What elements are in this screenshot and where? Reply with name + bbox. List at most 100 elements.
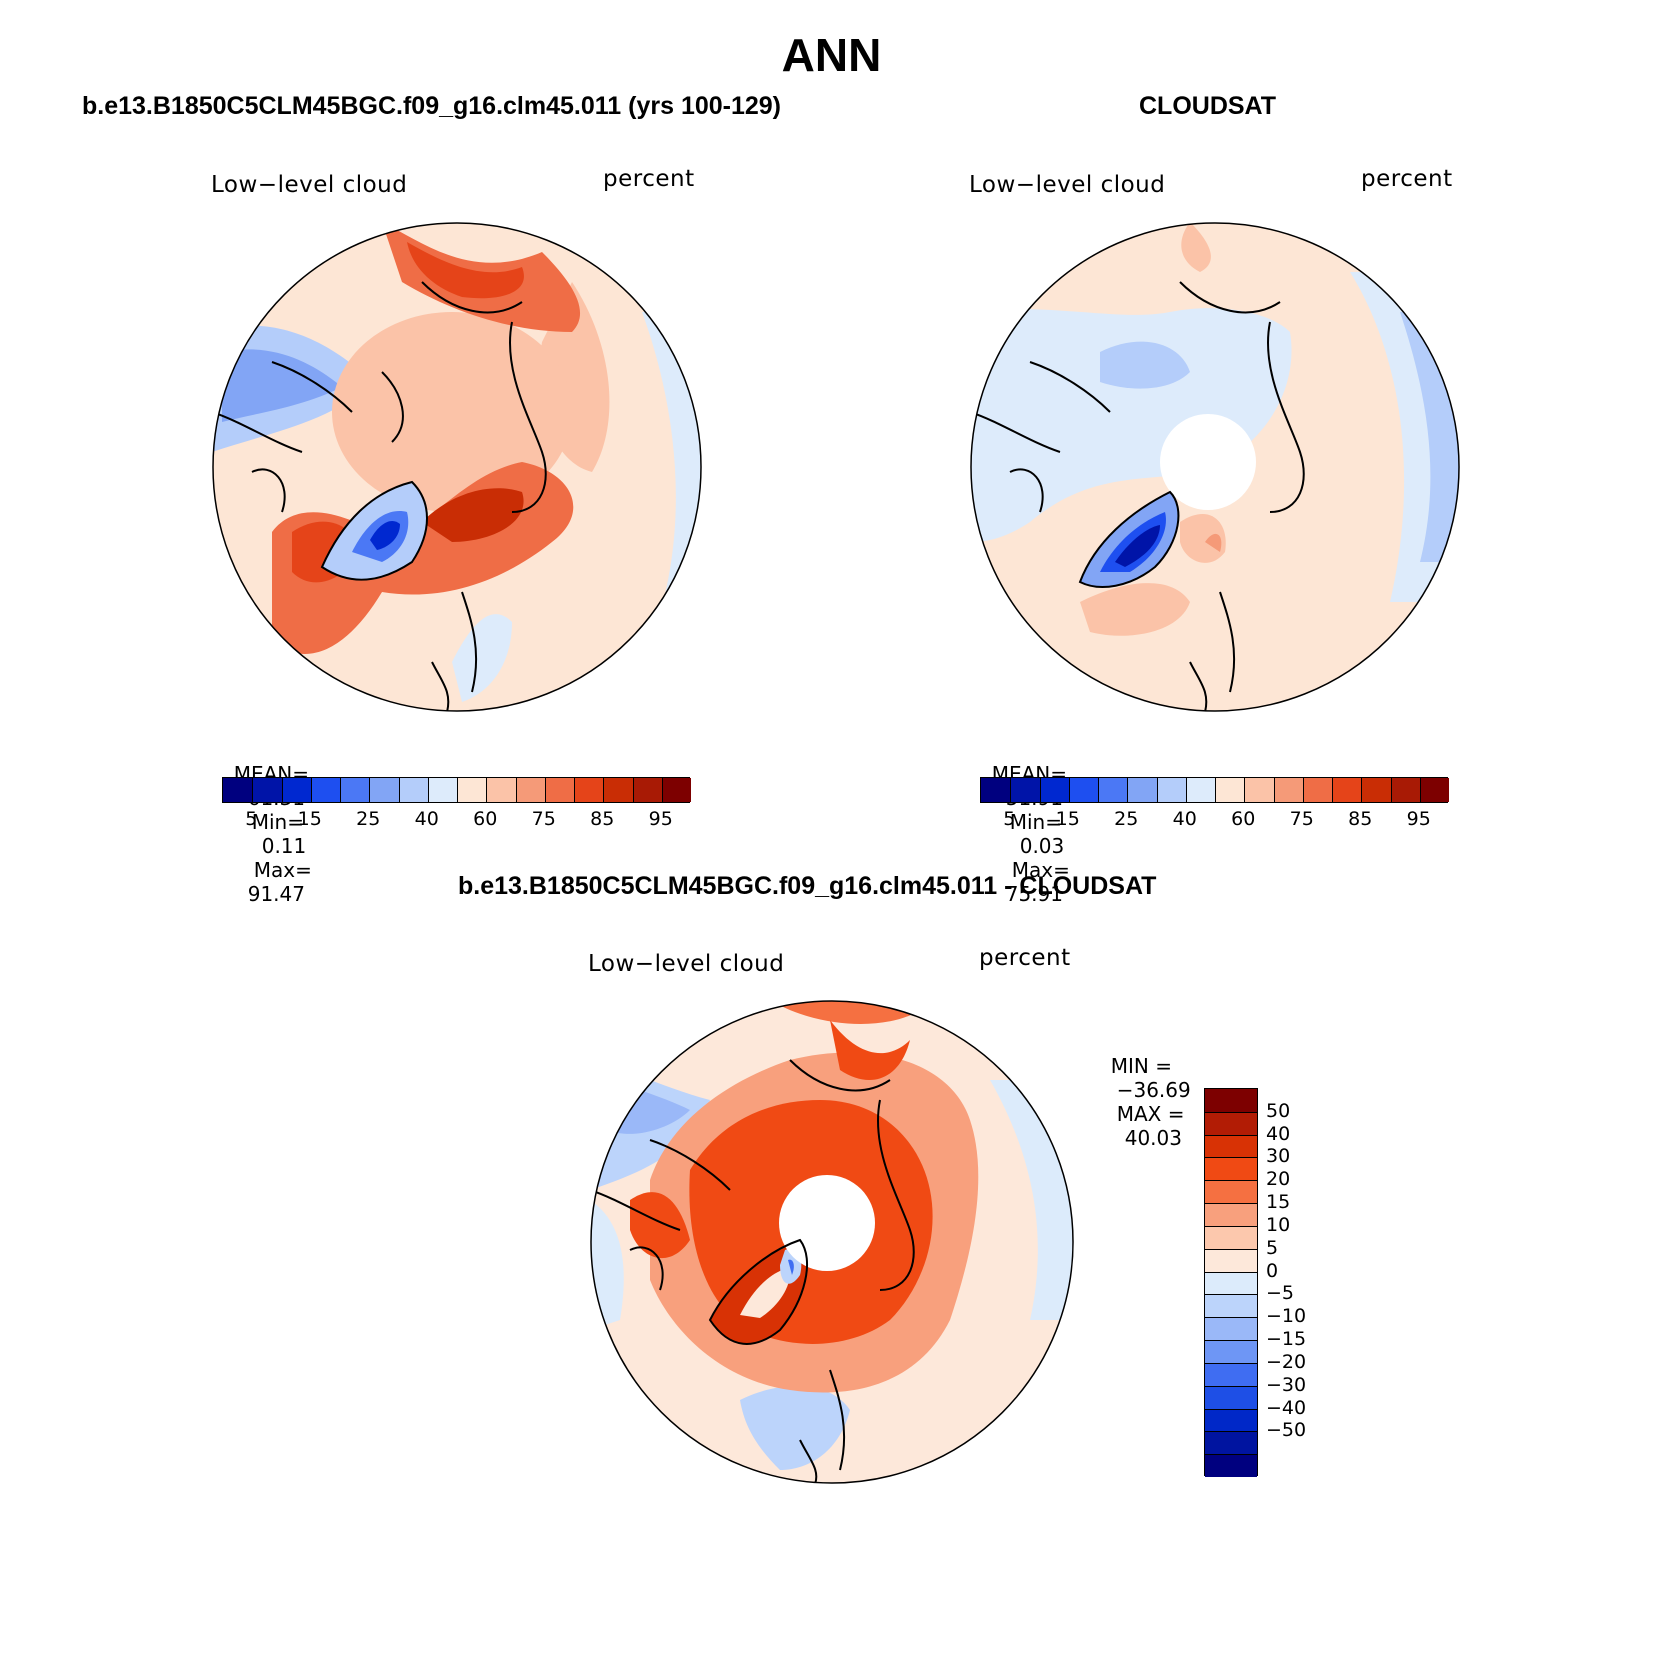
panel-1-colorbar-swatch [252,778,282,802]
panel-3-colorbar-tick-label: −40 [1266,1396,1307,1419]
panel-2-high-cloud-region [1180,513,1226,563]
panel-2-low-cloud-region [971,308,1292,542]
panel-2-map-border [970,222,1460,712]
panel-1-colorbar-tick-label: 60 [473,808,498,830]
panel-1-colorbar-swatch [369,778,399,802]
panel-3-colorbar-tick-label: 50 [1266,1099,1291,1122]
panel-1-colorbar-tick-label: 85 [590,808,615,830]
panel-2-colorbar-tick-label: 25 [1114,808,1139,830]
panel-3-negative-region [740,1386,850,1470]
panel-3-colorbar-tick-label: −50 [1266,1419,1307,1442]
panel-1-map-border [212,222,702,712]
panel-2-min-value: 0.03 [1019,834,1065,858]
panel-2-missing-data-hole [1160,414,1256,510]
panel-3-max-label: MAX = [1116,1102,1185,1126]
panel-2-colorbar [980,777,1449,803]
panel-1-colorbar-swatch [427,778,457,802]
panel-1-colorbar-tick-label: 25 [356,808,381,830]
panel-3-colorbar-swatch [1205,1271,1257,1295]
panel-1-colorbar-swatch [574,778,604,802]
panel-3-stats: MIN = −36.69 MAX = 40.03 [1098,1030,1191,1150]
panel-2-colorbar-swatch [1332,778,1362,802]
panel-3-greenland-region [740,1268,791,1318]
panel-1-colorbar-swatch [310,778,340,802]
panel-2-colorbar-swatch [1068,778,1098,802]
panel-3-colorbar-swatch [1205,1180,1257,1204]
panel-3-colorbar-tick-label: 15 [1266,1191,1291,1214]
panel-2-colorbar-tick-label: 15 [1055,808,1080,830]
panel-2-colorbar-tick-label: 95 [1406,808,1431,830]
panel-2-high-cloud-region [1080,583,1190,636]
panel-1-colorbar-tick-label: 75 [531,808,556,830]
panel-3-colorbar-tick-label: −5 [1266,1282,1295,1305]
panel-2-colorbar-swatch [981,778,1011,802]
panel-3-min-value: −36.69 [1116,1078,1191,1102]
panel-1-min-label: Min= [251,810,304,834]
panel-2-high-cloud-region [1205,533,1222,552]
panel-1-low-cloud-region [370,520,400,550]
panel-3-min-label: MIN = [1110,1054,1172,1078]
panel-3-colorbar-swatch [1205,1294,1257,1318]
panel-1-colorbar-tick-label: 15 [297,808,322,830]
panel-2-colorbar-labels: 5 15 25 40 60 75 85 95 [980,808,1448,834]
panel-3-colorbar-swatch [1205,1408,1257,1432]
panel-3-colorbar-swatch [1205,1385,1257,1409]
panel-2-high-cloud-region [1181,223,1211,272]
panel-1-high-cloud-region [422,488,524,542]
panel-2-min-label: Min= [1009,810,1062,834]
panel-3-colorbar-tick-label: 5 [1266,1236,1279,1259]
panel-3-coastline [591,1059,915,1483]
panel-3-colorbar-swatch [1205,1203,1257,1226]
panel-2-colorbar-tick-label: 85 [1348,808,1373,830]
panel-1-max-value: 91.47 [247,882,305,906]
panel-3-colorbar-swatch [1205,1431,1257,1455]
panel-1-high-cloud-region [407,242,524,299]
panel-2-low-cloud-region [1100,341,1190,389]
panel-3-positive-region [630,1192,690,1259]
panel-3-colorbar-tick-label: 10 [1266,1213,1291,1236]
panel-3-colorbar-swatch [1205,1157,1257,1181]
panel-1-min-value: 0.11 [261,834,307,858]
panel-1-low-cloud-region [222,349,342,422]
panel-3-colorbar-labels: 50 40 30 20 15 10 5 0 −5 −10 −15 −20 −30 −40 −50 [1266,1088,1346,1476]
panel-2-colorbar-tick-label: 75 [1289,808,1314,830]
panel-2-colorbar-swatch [1185,778,1215,802]
figure-title: ANN [781,29,882,81]
panel-3-variable-label: Low−level cloud [588,951,785,977]
panel-1-colorbar-swatch [457,778,487,802]
panel-3-map-border [590,1000,1074,1484]
panel-1-colorbar-tick-label: 95 [648,808,673,830]
panel-1-low-cloud-region [452,614,512,702]
panel-2-max-label: Max= [1011,858,1070,882]
panel-1-colorbar [222,777,691,803]
panel-2-colorbar-swatch [1127,778,1157,802]
panel-1-coastline [213,281,547,711]
panel-2-colorbar-swatch [1156,778,1186,802]
panel-1-colorbar-swatch [486,778,516,802]
panel-3-colorbar-swatch [1205,1454,1257,1477]
panel-3-colorbar-tick-label: 20 [1266,1168,1291,1191]
panel-1-title: b.e13.B1850C5CLM45BGC.f09_g16.clm45.011 … [82,92,782,120]
panel-2-variable-label: Low−level cloud [969,172,1166,198]
panel-2-colorbar-swatch [1419,778,1449,802]
panel-2-colorbar-tick-label: 5 [1003,808,1016,830]
panel-1-variable-label: Low−level cloud [211,172,408,198]
panel-3-colorbar-swatch [1205,1340,1257,1363]
panel-2-colorbar-tick-label: 40 [1172,808,1197,830]
panel-3-colorbar-swatch [1205,1248,1257,1272]
panel-3-colorbar-tick-label: −15 [1266,1328,1307,1351]
panel-3-colorbar-tick-label: 40 [1266,1122,1291,1145]
panel-3-units-label: percent [979,945,1071,971]
panel-2-colorbar-swatch [1215,778,1245,802]
panel-2-colorbar-swatch [1390,778,1420,802]
panel-1-colorbar-swatch [340,778,370,802]
panel-2-colorbar-swatch [1039,778,1069,802]
panel-1-polar-map [212,222,702,712]
panel-1-colorbar-swatch [603,778,633,802]
panel-3-colorbar-swatch [1205,1134,1257,1158]
panel-2-colorbar-swatch [1361,778,1391,802]
panel-1-colorbar-labels: 5 15 25 40 60 75 85 95 [222,808,690,834]
panel-1-colorbar-swatch [398,778,428,802]
panel-2-title: CLOUDSAT [1139,92,1277,120]
panel-2-colorbar-swatch [1244,778,1274,802]
